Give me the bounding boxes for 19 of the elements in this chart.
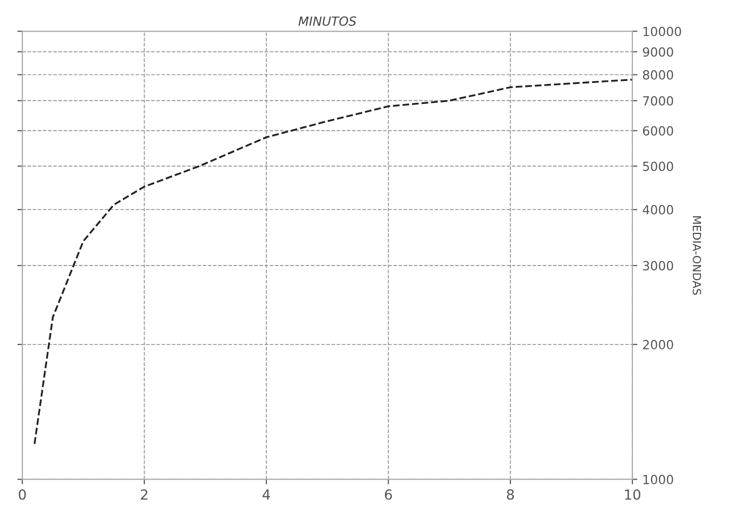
x-tick-label: 6: [384, 489, 392, 500]
x-tick-label: 4: [262, 489, 270, 500]
y-tick-label: 10000: [643, 26, 682, 36]
y-tick-label: 9000: [642, 47, 674, 57]
y-tick-label: 6000: [642, 126, 674, 136]
y-tick-label: 3000: [643, 261, 674, 270]
y-tick-label: 7000: [643, 96, 674, 106]
x-tick-label: 10: [625, 489, 640, 500]
y-tick-label: 4000: [642, 205, 674, 214]
x-tick-label: 2: [140, 489, 148, 500]
line-series: [34, 78, 632, 445]
x-tick-label: 8: [506, 489, 514, 500]
y-tick-label: 2000: [643, 340, 674, 350]
y-tick-label: 5000: [643, 162, 674, 172]
y-tick-label: 8000: [642, 70, 674, 80]
y-tick-label: 1000: [643, 474, 674, 484]
x-tick-label: 0: [18, 489, 26, 500]
y-axis-title: MEDIA-ONDAS: [692, 216, 702, 295]
x-axis-title: MINUTOS: [298, 16, 356, 26]
